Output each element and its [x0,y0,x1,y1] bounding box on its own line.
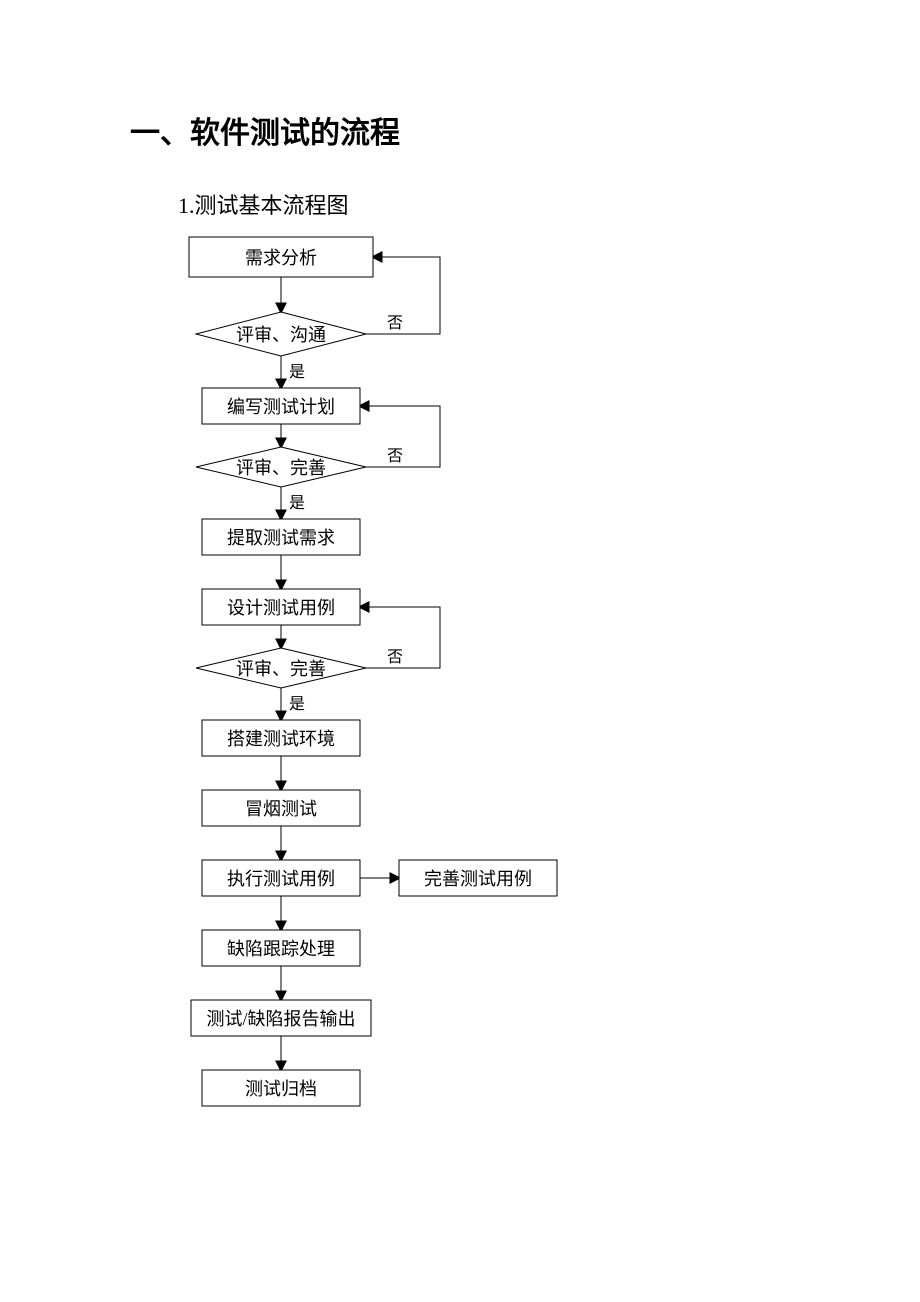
flow-node-label: 测试归档 [245,1079,317,1099]
flow-node-label: 编写测试计划 [227,397,335,417]
flow-node-label: 评审、完善 [236,659,326,679]
flow-node-label: 需求分析 [245,248,317,268]
flow-node-label: 搭建测试环境 [227,729,335,749]
flow-node-label: 缺陷跟踪处理 [227,939,335,959]
flow-node-label: 执行测试用例 [227,869,335,889]
edge-label: 否 [387,315,403,332]
flow-node-label: 评审、沟通 [236,325,326,345]
edge-label: 是 [289,696,305,713]
edge-label: 否 [387,448,403,465]
flow-node-label: 完善测试用例 [424,869,532,889]
flow-node-label: 设计测试用例 [227,598,335,618]
flowchart-svg: 是否是否是否需求分析评审、沟通编写测试计划评审、完善提取测试需求设计测试用例评审… [0,0,920,1302]
edge-label: 是 [289,495,305,512]
flow-node-label: 评审、完善 [236,458,326,478]
edge-label: 是 [289,364,305,381]
flow-node-label: 冒烟测试 [245,799,317,819]
flow-node-label: 测试/缺陷报告输出 [206,1009,355,1029]
flow-node-label: 提取测试需求 [227,528,335,548]
edge-label: 否 [387,649,403,666]
